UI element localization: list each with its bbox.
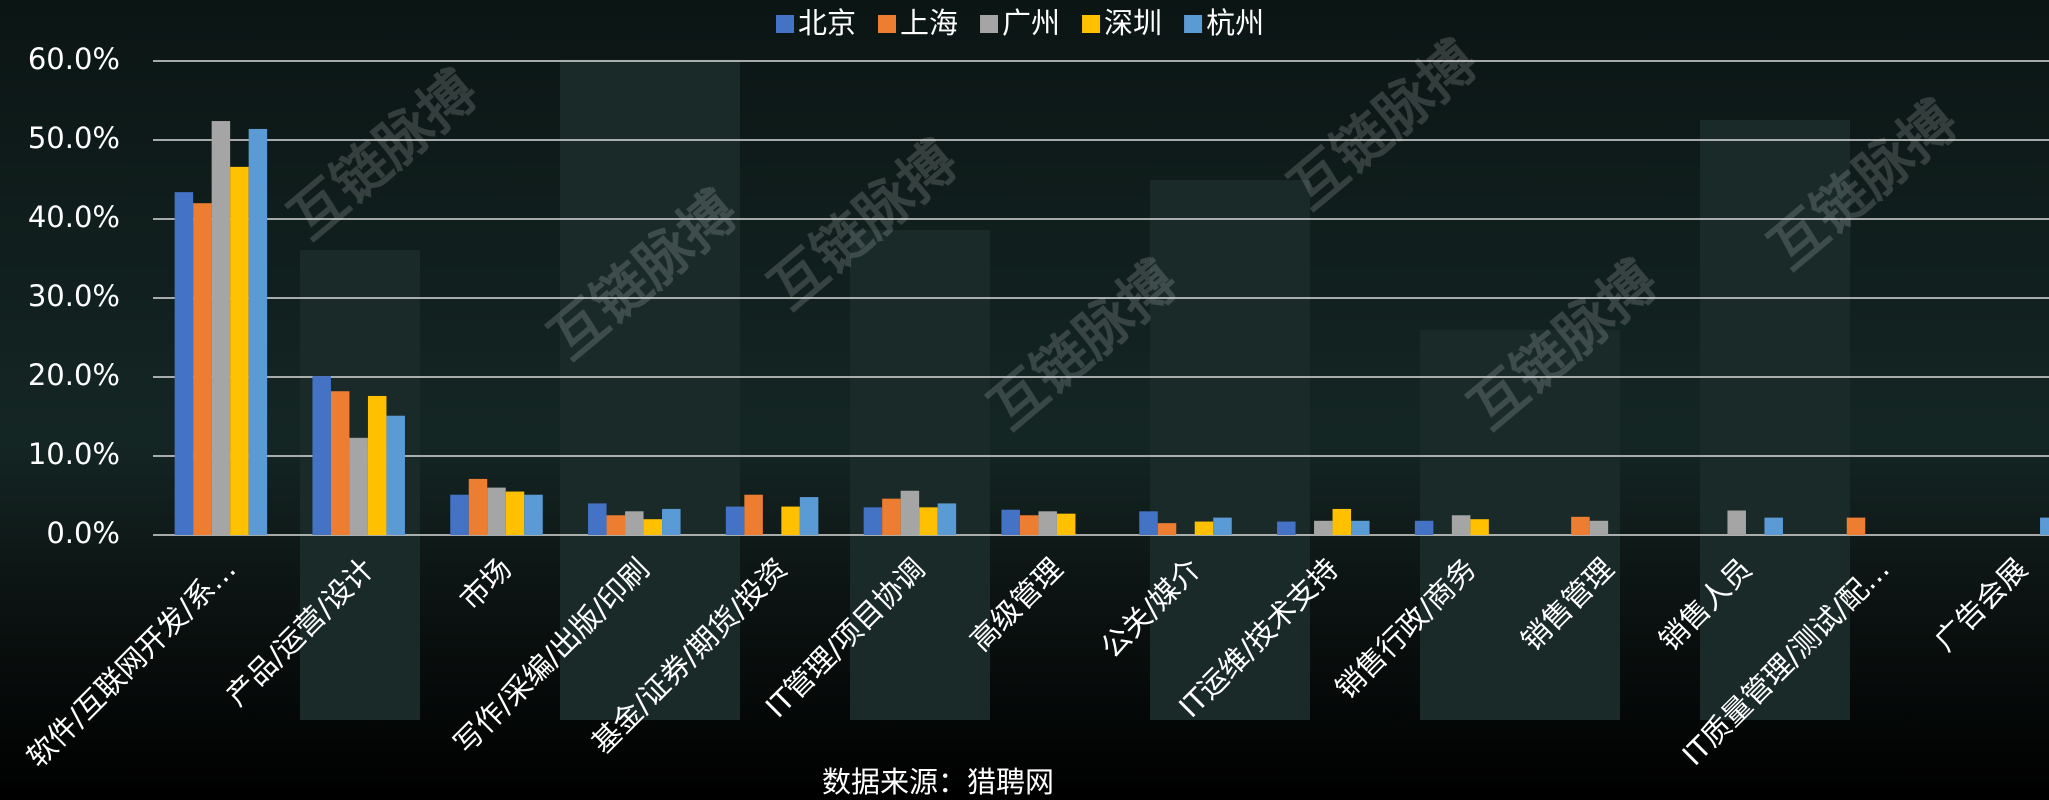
bar	[725, 506, 745, 535]
bar	[330, 391, 350, 535]
bar	[643, 519, 663, 535]
bar	[662, 508, 681, 535]
bar	[1764, 517, 1783, 535]
bar	[468, 478, 488, 535]
bar	[1846, 517, 1866, 535]
bar	[349, 437, 368, 535]
bar	[744, 494, 763, 535]
bar	[1727, 510, 1746, 535]
bar	[1157, 523, 1177, 535]
bar	[1589, 520, 1609, 535]
y-tick-label: 50.0%	[28, 121, 120, 155]
bar	[2040, 517, 2049, 535]
legend-swatch	[1184, 15, 1203, 33]
y-tick-label: 20.0%	[28, 358, 120, 392]
bar	[799, 497, 819, 535]
legend-label: 北京	[798, 6, 856, 40]
bar	[1451, 515, 1471, 535]
bar	[312, 376, 331, 535]
bar	[1351, 520, 1370, 535]
source-note: 数据来源：猎聘网	[822, 765, 1054, 796]
y-tick-label: 30.0%	[28, 279, 120, 313]
legend-swatch	[776, 15, 794, 33]
y-tick-label: 40.0%	[28, 200, 120, 234]
legend-label: 广州	[1002, 6, 1060, 40]
bar	[625, 511, 644, 535]
bar	[882, 498, 901, 535]
y-tick-label: 60.0%	[28, 42, 120, 76]
bar	[1277, 521, 1296, 535]
y-tick-label: 10.0%	[28, 437, 120, 471]
bar	[505, 491, 525, 535]
bar	[386, 415, 405, 535]
bar	[919, 507, 938, 535]
bar	[174, 192, 194, 535]
y-tick-label: 0.0%	[46, 516, 120, 550]
bar	[1314, 520, 1333, 535]
bar	[863, 507, 883, 535]
bar	[367, 395, 387, 535]
bar	[1056, 513, 1076, 535]
legend-swatch	[980, 15, 999, 33]
bar	[1019, 515, 1039, 535]
bar	[193, 203, 212, 535]
bar	[1332, 508, 1352, 535]
bar	[1470, 519, 1489, 535]
bar	[1038, 511, 1057, 535]
legend-label: 深圳	[1104, 6, 1162, 40]
legend: 北京 上海 广州 深圳 杭州	[776, 6, 1264, 40]
bar	[1139, 511, 1158, 535]
bar	[1194, 521, 1214, 535]
legend-label: 上海	[900, 6, 958, 40]
bar	[900, 490, 920, 535]
bar	[1414, 520, 1434, 535]
bar	[230, 166, 249, 536]
bar	[937, 503, 957, 535]
legend-swatch	[1082, 15, 1101, 33]
bar	[524, 494, 543, 535]
bar	[487, 487, 506, 535]
bar	[588, 503, 607, 535]
bar	[606, 515, 626, 535]
legend-label: 杭州	[1206, 6, 1264, 40]
bar	[1001, 509, 1020, 535]
bar	[248, 128, 268, 535]
legend-swatch	[878, 15, 897, 33]
bar	[1213, 517, 1232, 535]
bar	[781, 506, 800, 535]
bar	[1571, 516, 1590, 535]
bar	[211, 121, 231, 535]
bar	[450, 494, 469, 535]
